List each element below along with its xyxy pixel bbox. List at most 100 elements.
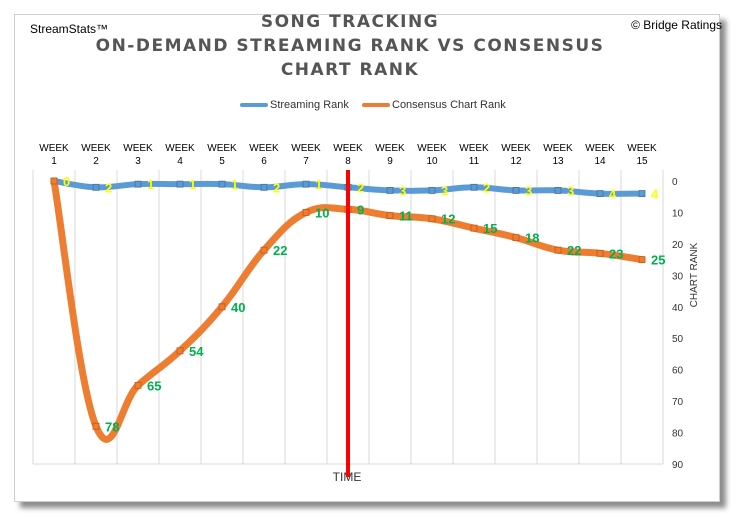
legend-label-consensus: Consensus Chart Rank (392, 99, 506, 111)
x-tick-label: WEEK (333, 143, 363, 154)
data-point-streaming (638, 190, 646, 197)
legend-item-streaming[interactable]: Streaming Rank (240, 99, 349, 111)
y-tick-label: 40 (672, 303, 684, 314)
data-point-consensus (50, 177, 58, 185)
data-label-streaming: 3 (525, 183, 532, 198)
data-label-consensus: 18 (525, 231, 539, 246)
legend-item-consensus[interactable]: Consensus Chart Rank (362, 99, 506, 111)
data-point-streaming (176, 180, 184, 188)
x-tick-label-number: 14 (594, 156, 606, 167)
x-tick-label-number: 13 (552, 156, 564, 167)
chart-title-line-2: ON-DEMAND STREAMING RANK VS CONSENSUS (95, 36, 605, 56)
data-point-consensus (134, 381, 142, 389)
data-label-consensus: 22 (273, 243, 287, 258)
legend-swatch-consensus (362, 103, 390, 107)
x-tick-label: WEEK (627, 143, 657, 154)
x-tick-label: WEEK (417, 143, 447, 154)
data-label-consensus: 65 (147, 378, 161, 393)
data-label-consensus: 54 (189, 344, 204, 359)
data-label-consensus: 25 (651, 253, 665, 268)
y-tick-label: 80 (672, 429, 684, 440)
data-point-consensus (470, 224, 478, 232)
data-point-consensus (638, 256, 646, 264)
x-tick-label-number: 12 (510, 156, 522, 167)
data-label-consensus: 22 (567, 243, 581, 258)
x-tick-label: WEEK (375, 143, 405, 154)
legend-swatch-streaming (240, 103, 268, 107)
x-tick-label-number: 6 (261, 156, 267, 167)
x-tick-label-number: 11 (469, 156, 480, 167)
data-point-streaming (92, 183, 100, 191)
data-point-consensus (428, 215, 436, 223)
y-tick-label: 0 (672, 177, 678, 188)
data-label-consensus: 23 (609, 246, 623, 261)
y-tick-label: 10 (672, 208, 684, 219)
data-point-consensus (512, 234, 520, 242)
y-tick-label: 20 (672, 240, 684, 251)
x-tick-label-number: 5 (219, 156, 225, 167)
x-tick-label: WEEK (207, 143, 237, 154)
data-label-streaming: 2 (483, 180, 490, 195)
data-label-streaming: 0 (63, 174, 70, 189)
data-label-streaming: 2 (105, 180, 112, 195)
x-tick-label: WEEK (501, 143, 531, 154)
data-label-consensus: 15 (483, 221, 497, 236)
data-point-streaming (428, 187, 436, 194)
x-tick-label: WEEK (291, 143, 321, 154)
data-label-streaming: 1 (147, 177, 154, 192)
x-tick-label: WEEK (543, 143, 573, 154)
data-label-consensus: 40 (231, 300, 245, 315)
x-tick-label-number: 8 (345, 156, 351, 167)
brand-label: StreamStats™ (30, 22, 109, 36)
data-point-streaming (596, 190, 604, 197)
series-line-consensus (50, 177, 646, 443)
legend-label-streaming: Streaming Rank (270, 99, 349, 111)
x-tick-label: WEEK (585, 143, 615, 154)
x-tick-label-number: 7 (303, 156, 309, 167)
data-point-consensus (596, 249, 604, 257)
data-point-streaming (218, 180, 226, 188)
chart-title-line-3: CHART RANK (280, 60, 420, 80)
data-label-consensus: 11 (399, 209, 413, 224)
x-tick-label-number: 10 (426, 156, 438, 167)
data-label-consensus: 9 (357, 202, 364, 217)
data-label-streaming: 3 (441, 183, 448, 198)
data-label-consensus: 12 (441, 212, 455, 227)
chart-frame (14, 14, 720, 502)
data-point-streaming (386, 187, 394, 194)
data-point-streaming (470, 183, 478, 191)
data-point-consensus (260, 246, 268, 254)
x-tick-label: WEEK (81, 143, 111, 154)
y-tick-label: 70 (672, 397, 684, 408)
x-tick-label-number: 1 (51, 156, 57, 167)
x-tick-label: WEEK (39, 143, 69, 154)
y-tick-label: 60 (672, 366, 684, 377)
data-label-streaming: 3 (567, 183, 574, 198)
data-point-streaming (302, 180, 310, 188)
data-point-consensus (386, 212, 394, 219)
data-point-consensus (554, 246, 562, 254)
x-tick-label-number: 15 (636, 156, 648, 167)
x-tick-label: WEEK (459, 143, 489, 154)
data-point-consensus (92, 422, 100, 430)
data-label-consensus: 78 (105, 419, 119, 434)
data-point-streaming (260, 183, 268, 191)
x-tick-label-number: 3 (135, 156, 141, 167)
data-point-streaming (512, 187, 520, 194)
data-label-streaming: 4 (609, 187, 617, 202)
data-label-streaming: 3 (399, 183, 406, 198)
data-label-streaming: 1 (189, 177, 196, 192)
data-label-streaming: 2 (357, 180, 364, 195)
credit-label: © Bridge Ratings (631, 18, 722, 32)
chart-title: SONG TRACKING ON-DEMAND STREAMING RANK V… (90, 10, 610, 82)
x-tick-label-number: 4 (177, 156, 183, 167)
data-point-consensus (176, 347, 184, 355)
data-label-streaming: 4 (651, 187, 659, 202)
x-tick-label: WEEK (123, 143, 153, 154)
x-tick-label-number: 2 (93, 156, 99, 167)
y-tick-label: 90 (672, 460, 684, 471)
data-label-streaming: 2 (273, 180, 280, 195)
chart-title-line-1: SONG TRACKING (260, 12, 440, 32)
x-tick-label: WEEK (165, 143, 195, 154)
data-label-streaming: 1 (315, 177, 322, 192)
